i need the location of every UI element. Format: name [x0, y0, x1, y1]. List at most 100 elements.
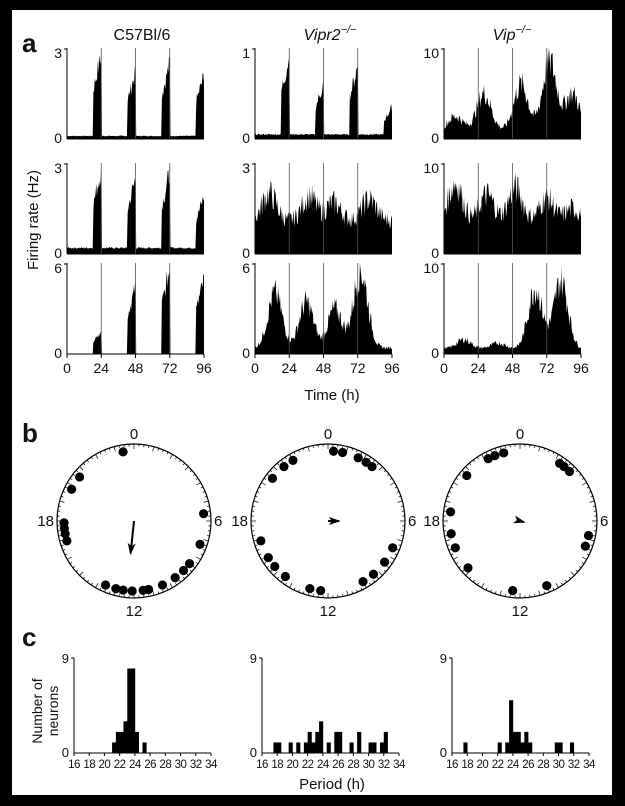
panel-a-ylabel: Firing rate (Hz) [25, 170, 42, 270]
dial-tick [376, 576, 380, 580]
dial-tick [455, 562, 459, 565]
x-tick-label: 16 [256, 759, 268, 771]
dial-tick [261, 482, 266, 486]
x-tick-label: 28 [537, 759, 549, 771]
dial-tick [104, 449, 106, 453]
phase-point [316, 586, 326, 596]
dial-tick [543, 447, 546, 451]
dial-tick [476, 456, 479, 460]
panel-label-b: b [22, 418, 38, 448]
dial-tick [175, 582, 178, 586]
histogram-bar [497, 742, 502, 753]
dial-label-6: 6 [408, 513, 416, 530]
dial-tick [90, 456, 93, 460]
dial-tick [289, 583, 293, 588]
x-tick-label: 72 [162, 360, 178, 376]
histogram-bar [319, 721, 324, 753]
dial-tick [69, 562, 73, 565]
dial-tick [69, 477, 73, 480]
histogram-bar [142, 742, 147, 753]
x-tick-label: 16 [446, 759, 458, 771]
dial-tick [192, 566, 196, 569]
dial-tick [552, 587, 555, 591]
dial-tick [59, 500, 65, 503]
x-tick-label: 24 [507, 759, 520, 771]
x-tick-label: 18 [271, 759, 283, 771]
dial-tick [258, 553, 262, 556]
phase-dial: 0 6 12 18 [231, 426, 416, 620]
phase-point [463, 563, 473, 573]
histogram-bar [383, 731, 388, 753]
x-tick-label: 32 [378, 759, 390, 771]
dial-tick [490, 449, 492, 453]
dial-label-0: 0 [130, 426, 138, 443]
dial-label-6: 6 [214, 513, 222, 530]
dial-tick [64, 486, 68, 489]
histogram-bar [379, 742, 385, 753]
histogram-bar [520, 742, 525, 753]
figure-canvas: a b c C57Bl/6 Vipr2−/− Vip−/− Firing rat… [22, 24, 608, 793]
histogram-bar [119, 731, 124, 753]
phase-point [118, 447, 128, 457]
dial-tick [465, 571, 470, 576]
dial-tick [458, 566, 462, 569]
phase-point [67, 484, 77, 494]
actogram: 0 10 0 24 48 72 96 [423, 260, 589, 376]
dial-tick [258, 486, 262, 489]
actogram: 0 10 [423, 45, 581, 146]
phase-point [62, 536, 72, 546]
phase-point [445, 507, 456, 517]
dial-tick [298, 589, 300, 593]
column-title-vipr2: Vipr2−/− [304, 24, 358, 44]
dial-tick [561, 456, 564, 460]
x-tick-label: 30 [553, 759, 565, 771]
x-tick-label: 22 [114, 759, 126, 771]
dial-tick [548, 449, 550, 453]
dial-tick [269, 569, 273, 573]
dial-label-6: 6 [600, 513, 608, 530]
phase-point [288, 455, 298, 465]
x-tick-label: 96 [384, 360, 400, 376]
dial-tick [565, 459, 568, 463]
dial-tick [157, 447, 160, 451]
phase-dial: 0 6 12 18 [37, 426, 222, 620]
dial-tick [386, 473, 390, 476]
x-tick-label: 18 [461, 759, 473, 771]
dial-tick [263, 562, 267, 565]
dial-tick [90, 582, 93, 586]
dial-tick [157, 591, 160, 595]
dial-tick [273, 466, 278, 471]
dial-tick [108, 447, 111, 451]
dial-tick [582, 482, 587, 486]
dial-tick [79, 571, 84, 576]
dial-tick [254, 495, 258, 498]
x-tick-label: 18 [83, 759, 95, 771]
dial-tick [578, 473, 582, 476]
y-tick-label: 6 [54, 260, 62, 276]
x-tick-label: 34 [205, 759, 218, 771]
dial-tick [276, 462, 280, 466]
dial-tick [166, 451, 169, 455]
panel-label-c: c [22, 622, 36, 652]
dial-tick [263, 477, 267, 480]
dial-tick [396, 549, 400, 551]
dial-tick [472, 579, 475, 583]
dial-tick [79, 466, 84, 471]
dial-tick [378, 466, 383, 471]
phase-point [279, 461, 289, 472]
phase-point [555, 458, 565, 468]
x-tick-label: 96 [196, 360, 212, 376]
y-tick-label: 0 [54, 345, 62, 361]
dial-tick [162, 449, 164, 453]
dial-tick [453, 556, 458, 560]
x-tick-label: 0 [63, 360, 71, 376]
dial-tick [166, 587, 169, 591]
histogram-bar [334, 731, 339, 753]
actogram: 03 [54, 45, 204, 146]
dial-tick [82, 576, 86, 580]
dial-tick [82, 462, 86, 466]
dial-tick [346, 446, 349, 452]
dial-label-12: 12 [126, 603, 143, 620]
phase-point [367, 461, 377, 472]
dial-tick [383, 569, 387, 573]
